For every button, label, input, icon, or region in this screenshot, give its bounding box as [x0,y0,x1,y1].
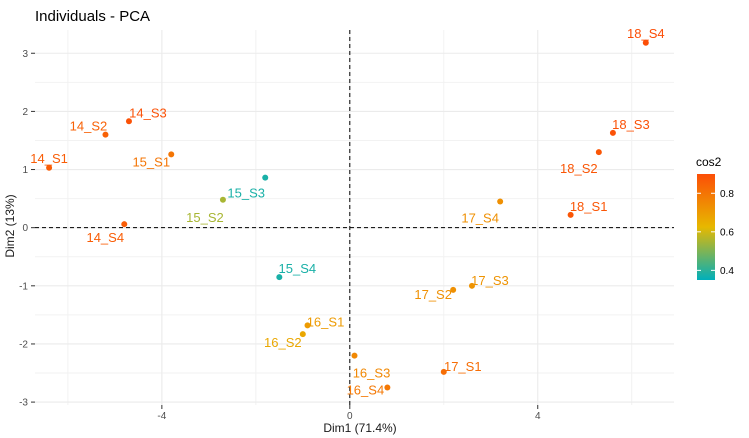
data-point [595,149,602,156]
legend-ticks: 0.4 0.6 0.8 [697,189,734,277]
data-point [642,39,649,46]
legend: cos2 0.4 0.6 0.8 [696,155,734,280]
data-point [497,198,504,205]
data-point [276,274,283,281]
data-point [168,151,175,158]
data-points [46,39,649,391]
point-label: 18_S2 [560,161,598,176]
legend-title: cos2 [696,155,722,169]
data-point [262,174,269,181]
grid-major [35,30,674,405]
point-label: 15_S2 [186,210,224,225]
point-label: 16_S3 [353,366,391,381]
point-label: 17_S2 [414,287,452,302]
point-label: 14_S3 [129,105,167,120]
point-label: 17_S4 [461,211,499,226]
point-label: 15_S3 [227,186,265,201]
point-label: 14_S4 [86,230,124,245]
x-axis-title: Dim1 (71.4%) [323,421,396,435]
y-tick-label: -1 [19,281,28,292]
x-axis-ticks: -4 0 4 [157,405,541,422]
data-point [219,196,226,203]
point-label: 16_S2 [264,335,302,350]
data-point [384,384,391,391]
x-tick-label: -4 [157,411,166,422]
data-point [46,164,53,171]
legend-tick-label: 0.8 [720,189,734,200]
x-tick-label: 0 [347,411,353,422]
data-point [450,286,457,293]
legend-colorbar [697,174,715,280]
point-label: 17_S1 [444,359,482,374]
data-point [440,368,447,375]
data-point [609,129,616,136]
data-point [102,131,109,138]
legend-tick-label: 0.6 [720,227,734,238]
chart-title: Individuals - PCA [35,8,150,25]
point-label: 17_S3 [471,273,509,288]
data-point [299,331,306,338]
point-label: 15_S4 [279,261,317,276]
data-point [351,352,358,359]
point-label: 14_S1 [30,151,68,166]
data-point [567,211,574,218]
point-label: 18_S3 [612,117,650,132]
y-axis-ticks: -3 -2 -1 0 1 2 3 [19,49,35,409]
reference-lines [35,30,674,405]
point-label: 14_S2 [70,119,108,134]
point-label: 16_S1 [307,314,345,329]
point-label: 18_S4 [627,26,665,41]
point-label: 15_S1 [132,154,170,169]
y-tick-label: 2 [22,107,28,118]
y-axis-title: Dim2 (13%) [3,194,17,257]
point-label: 18_S1 [570,199,608,214]
y-tick-label: -2 [19,339,28,350]
y-tick-label: 1 [22,165,28,176]
grid-minor [35,30,674,405]
point-label: 16_S4 [347,383,385,398]
y-tick-label: -3 [19,398,28,409]
y-tick-label: 3 [22,49,28,60]
y-tick-label: 0 [22,223,28,234]
legend-tick-label: 0.4 [720,266,734,277]
data-point [121,221,128,228]
data-point [125,118,132,125]
x-tick-label: 4 [535,411,541,422]
data-point [304,322,311,329]
data-point [468,282,475,289]
